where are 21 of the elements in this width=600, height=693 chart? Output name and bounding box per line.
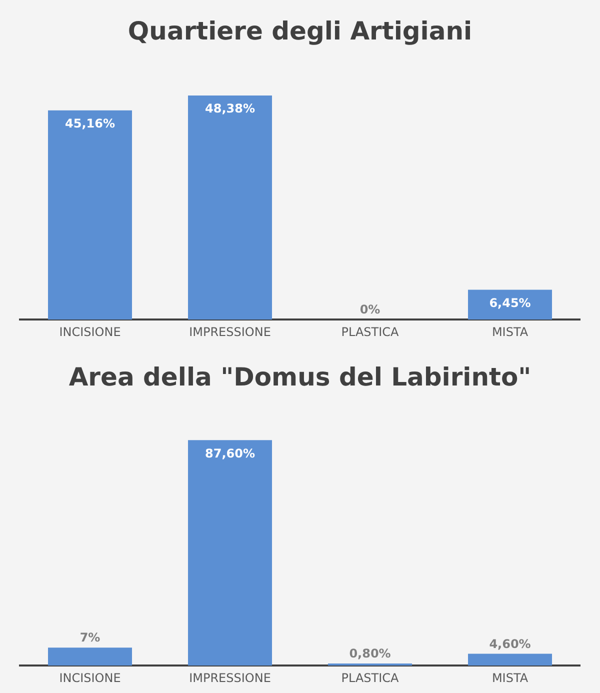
x-tick-label: MISTA — [492, 324, 529, 339]
bar — [468, 654, 552, 666]
chart-title: Area della "Domus del Labirinto" — [68, 362, 532, 392]
bar — [188, 440, 272, 666]
x-tick-label: PLASTICA — [341, 324, 400, 339]
data-label: 7% — [80, 630, 100, 645]
data-label: 0% — [360, 302, 380, 317]
x-tick-label: IMPRESSIONE — [189, 324, 271, 339]
data-label: 0,80% — [349, 646, 391, 661]
bar — [48, 648, 132, 666]
x-tick-label: INCISIONE — [59, 324, 121, 339]
x-tick-label: PLASTICA — [341, 670, 400, 685]
x-tick-label: INCISIONE — [59, 670, 121, 685]
data-label: 6,45% — [489, 296, 531, 310]
chart-title: Quartiere degli Artigiani — [128, 16, 472, 46]
data-label: 87,60% — [205, 446, 255, 460]
x-tick-label: IMPRESSIONE — [189, 670, 271, 685]
data-label: 45,16% — [65, 116, 115, 131]
x-tick-label: MISTA — [492, 670, 529, 685]
data-label: 48,38% — [205, 102, 255, 116]
data-label: 4,60% — [489, 636, 531, 651]
